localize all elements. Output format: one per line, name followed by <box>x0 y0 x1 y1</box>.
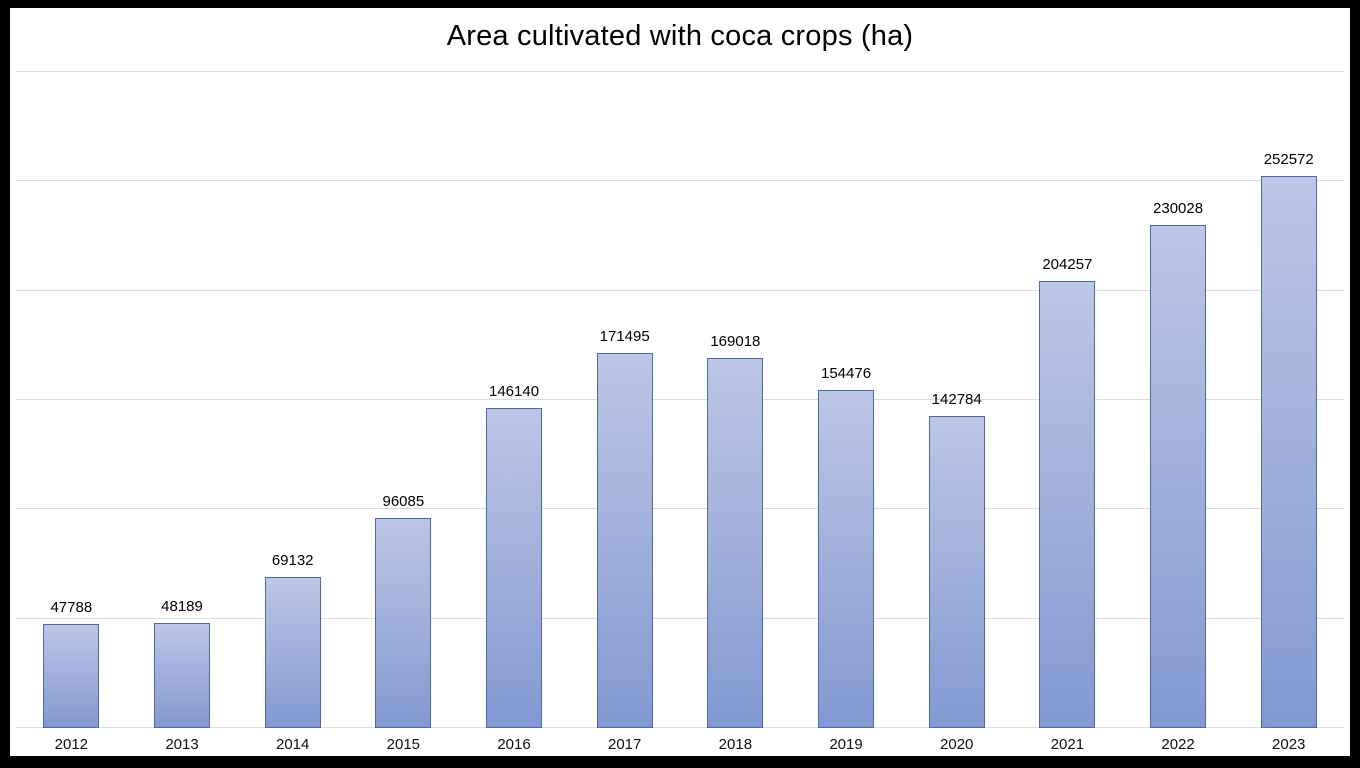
bar-column-2023: 252572 <box>1233 72 1344 728</box>
bar-2020 <box>928 415 985 728</box>
x-tick-label-2020: 2020 <box>940 736 974 753</box>
data-label-2012: 47788 <box>50 598 93 616</box>
data-label-2017: 171495 <box>599 328 650 345</box>
data-label-2016: 146140 <box>488 383 540 401</box>
data-label-2014: 69132 <box>271 551 314 569</box>
x-tick-label-2021: 2021 <box>1050 736 1085 753</box>
data-label-2023: 252572 <box>1263 150 1314 168</box>
gridline-50000 <box>16 617 1344 619</box>
bar-column-2022: 230028 <box>1123 72 1234 728</box>
bar-2023 <box>1260 175 1317 728</box>
x-tick-label-2023: 2023 <box>1272 736 1306 753</box>
bar-2013 <box>154 622 210 728</box>
data-label-2015: 96085 <box>382 492 425 510</box>
x-tick-label-2014: 2014 <box>275 736 310 753</box>
gridline-100000 <box>16 508 1344 510</box>
bar-column-2018: 169018 <box>680 72 791 728</box>
x-tick-label-2017: 2017 <box>608 736 642 753</box>
bar-column-2020: 142784 <box>901 72 1012 728</box>
bar-2021 <box>1039 281 1096 728</box>
bars-container: 47788 48189 69132 96085 146140 171495 169018 15… <box>16 72 1344 728</box>
bar-2015 <box>375 517 432 728</box>
bar-column-2012: 47788 <box>16 72 127 728</box>
gridline-200000 <box>16 289 1344 291</box>
bar-column-2013: 48189 <box>127 72 238 728</box>
gridline-0 <box>16 727 1344 728</box>
bar-2018 <box>707 358 764 728</box>
bar-column-2015: 96085 <box>348 72 459 728</box>
x-tick-label-2013: 2013 <box>165 736 199 753</box>
data-label-2019: 154476 <box>821 365 872 383</box>
bar-column-2021: 204257 <box>1012 72 1123 728</box>
bar-2019 <box>818 390 875 728</box>
data-label-2021: 204257 <box>1042 256 1093 274</box>
bar-2016 <box>486 408 543 728</box>
gridline-300000 <box>16 71 1344 72</box>
data-label-2022: 230028 <box>1153 200 1204 218</box>
data-label-2018: 169018 <box>710 333 761 351</box>
data-label-2013: 48189 <box>161 597 203 615</box>
x-axis-labels: 2012 2013 2014 2015 2016 2017 2018 2019 2020 2021… <box>16 728 1344 756</box>
data-label-2020: 142784 <box>931 390 982 408</box>
bar-2017 <box>596 353 653 728</box>
x-tick-label-2018: 2018 <box>718 736 753 753</box>
gridline-150000 <box>16 399 1344 400</box>
chart-canvas: Area cultivated with coca crops (ha) 477… <box>10 8 1350 756</box>
bar-column-2016: 146140 <box>459 72 570 728</box>
bar-column-2017: 171495 <box>569 72 680 728</box>
bar-2022 <box>1150 225 1207 728</box>
gridline-250000 <box>16 180 1344 182</box>
x-tick-label-2016: 2016 <box>497 736 531 753</box>
bar-column-2019: 154476 <box>791 72 902 728</box>
bar-2014 <box>264 576 321 728</box>
bar-column-2014: 69132 <box>237 72 348 728</box>
x-tick-label-2022: 2022 <box>1161 736 1195 753</box>
chart-title: Area cultivated with coca crops (ha) <box>446 20 914 52</box>
plot-area: 47788 48189 69132 96085 146140 171495 169018 15… <box>16 71 1344 728</box>
x-tick-label-2015: 2015 <box>386 736 421 753</box>
x-tick-label-2019: 2019 <box>829 736 863 753</box>
bar-2012 <box>43 623 100 728</box>
x-tick-label-2012: 2012 <box>54 736 89 753</box>
